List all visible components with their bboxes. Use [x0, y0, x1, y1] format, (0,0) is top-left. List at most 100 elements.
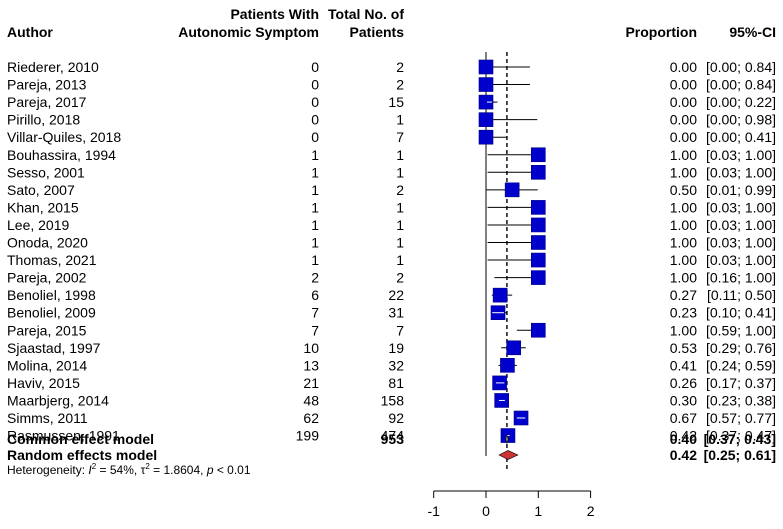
- study-events: 21: [303, 375, 319, 391]
- study-row: Pareja, 2017 0 15 0.00 [0.00; 0.22]: [7, 94, 776, 110]
- study-row: Pareja, 2015 7 7 1.00 [0.59; 1.00]: [7, 322, 776, 338]
- study-square: [500, 358, 515, 373]
- study-square: [478, 94, 494, 110]
- study-square: [530, 322, 546, 338]
- study-author: Thomas, 2021: [7, 252, 97, 268]
- study-row: Onoda, 2020 1 1 1.00 [0.03; 1.00]: [7, 235, 776, 251]
- study-author: Molina, 2014: [7, 357, 87, 373]
- study-square: [530, 147, 546, 163]
- study-proportion: 0.23: [670, 305, 697, 321]
- heterogeneity-prefix: Heterogeneity:: [7, 463, 88, 477]
- study-proportion: 0.42: [670, 428, 697, 444]
- study-events: 10: [303, 340, 319, 356]
- study-total: 31: [388, 305, 404, 321]
- random-model-ci: [0.25; 0.61]: [704, 447, 776, 463]
- study-row: Thomas, 2021 1 1 1.00 [0.03; 1.00]: [7, 252, 776, 268]
- heterogeneity-text: Heterogeneity: I2 = 54%, τ2 = 1.8604, p …: [7, 462, 251, 477]
- study-proportion: 0.67: [670, 410, 697, 426]
- study-ci: [0.00; 0.98]: [706, 112, 776, 128]
- column-headers: Author Patients With Autonomic Symptom T…: [7, 6, 776, 40]
- study-author: Maarbjerg, 2014: [7, 392, 109, 408]
- study-total: 1: [396, 217, 404, 233]
- study-square: [530, 270, 546, 285]
- study-proportion: 0.00: [670, 129, 697, 145]
- study-events: 1: [311, 147, 319, 163]
- header-ci: 95%-CI: [729, 24, 776, 40]
- study-proportion: 1.00: [670, 164, 697, 180]
- study-row: Bouhassira, 1994 1 1 1.00 [0.03; 1.00]: [7, 147, 776, 163]
- study-ci: [0.23; 0.38]: [706, 392, 776, 408]
- study-square: [478, 112, 494, 127]
- common-model-label: Common effect model: [7, 431, 154, 447]
- header-total-line2: Patients: [350, 24, 405, 40]
- study-total: 92: [388, 410, 404, 426]
- study-ci: [0.03; 1.00]: [706, 147, 776, 163]
- study-row: Khan, 2015 1 1 1.00 [0.03; 1.00]: [7, 199, 776, 215]
- study-proportion: 1.00: [670, 270, 697, 286]
- common-model-proportion: 0.40: [670, 431, 697, 447]
- study-proportion: 1.00: [670, 199, 697, 215]
- study-proportion: 1.00: [670, 252, 697, 268]
- study-ci: [0.00; 0.41]: [706, 129, 776, 145]
- x-axis-tick-label: -1: [427, 503, 440, 519]
- study-author: Pareja, 2017: [7, 94, 87, 110]
- study-events: 1: [311, 182, 319, 198]
- study-events: 1: [311, 252, 319, 268]
- study-row: Pirillo, 2018 0 1 0.00 [0.00; 0.98]: [7, 112, 776, 128]
- study-total: 474: [381, 428, 405, 444]
- study-row: Rasmussen, 1991 199 474 0.42 [0.37; 0.47]: [7, 428, 776, 444]
- study-square: [478, 77, 494, 92]
- study-proportion: 0.26: [670, 375, 697, 391]
- study-ci: [0.10; 0.41]: [706, 305, 776, 321]
- study-total: 2: [396, 77, 404, 93]
- study-rows: Riederer, 2010 0 2 0.00 [0.00; 0.84]Pareja, …: [7, 59, 776, 444]
- study-total: 1: [396, 235, 404, 251]
- study-ci: [0.11; 0.50]: [707, 287, 776, 303]
- study-row: Pareja, 2013 0 2 0.00 [0.00; 0.84]: [7, 77, 776, 93]
- study-author: Onoda, 2020: [7, 235, 88, 251]
- study-proportion: 1.00: [670, 322, 697, 338]
- study-author: Haviv, 2015: [7, 375, 80, 391]
- study-total: 32: [388, 357, 404, 373]
- study-row: Pareja, 2002 2 2 1.00 [0.16; 1.00]: [7, 270, 776, 286]
- header-author: Author: [7, 24, 53, 40]
- study-author: Sjaastad, 1997: [7, 340, 101, 356]
- study-events: 7: [311, 305, 319, 321]
- study-author: Pareja, 2015: [7, 322, 87, 338]
- study-events: 48: [303, 392, 319, 408]
- study-ci: [0.00; 0.84]: [706, 59, 776, 75]
- study-ci: [0.57; 0.77]: [706, 410, 776, 426]
- study-row: Sato, 2007 1 2 0.50 [0.01; 0.99]: [7, 182, 776, 198]
- study-row: Sjaastad, 1997 10 19 0.53 [0.29; 0.76]: [7, 340, 776, 356]
- study-square: [530, 217, 546, 233]
- study-square: [530, 165, 546, 180]
- study-proportion: 0.50: [670, 182, 697, 198]
- study-events: 1: [311, 164, 319, 180]
- study-total: 81: [388, 375, 404, 391]
- study-ci: [0.03; 1.00]: [706, 217, 776, 233]
- heterogeneity-tau2-value: = 1.8604,: [150, 463, 207, 477]
- random-model-label: Random effects model: [7, 447, 157, 463]
- study-total: 1: [396, 112, 404, 128]
- study-proportion: 1.00: [670, 217, 697, 233]
- x-axis: -1 0 1 2: [427, 490, 595, 519]
- study-proportion: 1.00: [670, 147, 697, 163]
- study-row: Sesso, 2001 1 1 1.00 [0.03; 1.00]: [7, 164, 776, 180]
- study-ci: [0.37; 0.47]: [706, 428, 776, 444]
- study-author: Pareja, 2013: [7, 77, 87, 93]
- superscript-2: 2: [92, 462, 97, 471]
- study-total: 19: [388, 340, 404, 356]
- study-ci: [0.00; 0.22]: [706, 94, 776, 110]
- common-model-total: 953: [381, 431, 405, 447]
- study-ci: [0.03; 1.00]: [706, 199, 776, 215]
- study-events: 62: [303, 410, 319, 426]
- study-author: Simms, 2011: [7, 410, 88, 426]
- study-square: [530, 200, 546, 215]
- study-ci: [0.17; 0.37]: [706, 375, 776, 391]
- study-square: [478, 129, 494, 145]
- study-row: Benoliel, 1998 6 22 0.27 [0.11; 0.50]: [7, 287, 776, 303]
- summary-rows: Common effect model 953 0.40 [0.37; 0.43…: [7, 431, 776, 477]
- study-total: 2: [396, 270, 404, 286]
- study-events: 0: [311, 112, 319, 128]
